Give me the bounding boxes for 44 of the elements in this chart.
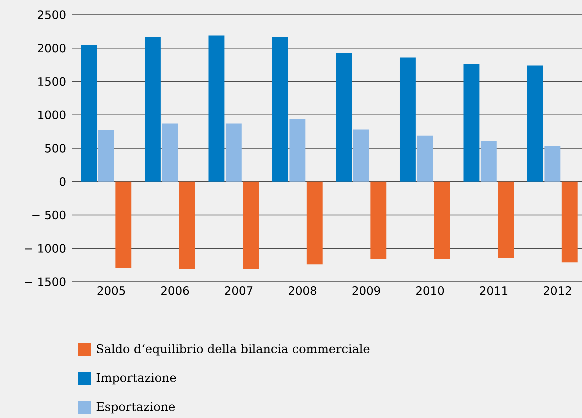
x-tick-label: 2006 bbox=[162, 286, 190, 296]
bar bbox=[370, 182, 387, 260]
y-tick-label: − 1500 bbox=[25, 278, 66, 286]
legend-label: Esportazione bbox=[96, 402, 176, 414]
y-tick-label: 1500 bbox=[38, 77, 66, 86]
y-tick-label: 2000 bbox=[38, 44, 66, 53]
y-tick-label: 2500 bbox=[38, 10, 66, 20]
x-tick-label: 2008 bbox=[289, 286, 317, 296]
bar bbox=[544, 146, 561, 182]
x-tick-label: 2010 bbox=[416, 286, 444, 296]
bar bbox=[243, 182, 260, 270]
bar bbox=[498, 182, 514, 258]
x-tick-label: 2005 bbox=[98, 286, 126, 296]
bar bbox=[81, 45, 98, 182]
y-tick-label: − 500 bbox=[32, 210, 66, 220]
bar bbox=[116, 182, 132, 268]
x-tick-label: 2012 bbox=[544, 286, 572, 296]
y-tick-label: − 1000 bbox=[25, 244, 66, 253]
x-tick-label: 2009 bbox=[352, 286, 380, 296]
bar bbox=[464, 64, 480, 182]
x-tick-label: 2007 bbox=[225, 286, 253, 296]
bar bbox=[434, 182, 450, 260]
bar bbox=[179, 182, 196, 270]
bar bbox=[417, 136, 434, 182]
bar bbox=[98, 130, 114, 182]
y-tick-label: 0 bbox=[60, 178, 66, 186]
bar bbox=[226, 124, 242, 182]
bar bbox=[527, 66, 544, 182]
bar bbox=[290, 119, 306, 182]
x-tick-label: 2011 bbox=[480, 286, 508, 296]
y-tick-label: 1000 bbox=[38, 110, 66, 120]
bar bbox=[353, 130, 370, 182]
bar bbox=[272, 37, 288, 182]
bar bbox=[208, 36, 225, 182]
legend-label: Importazione bbox=[96, 373, 176, 385]
bar bbox=[144, 37, 161, 182]
bar bbox=[162, 124, 178, 182]
bar bbox=[562, 182, 578, 263]
bar bbox=[306, 182, 323, 265]
legend-label: Saldo d‘equilibrio della bilancia commerciale bbox=[97, 344, 370, 356]
bar bbox=[400, 58, 416, 182]
bar bbox=[336, 53, 352, 182]
y-tick-label: 500 bbox=[46, 144, 66, 153]
bar bbox=[480, 141, 497, 182]
